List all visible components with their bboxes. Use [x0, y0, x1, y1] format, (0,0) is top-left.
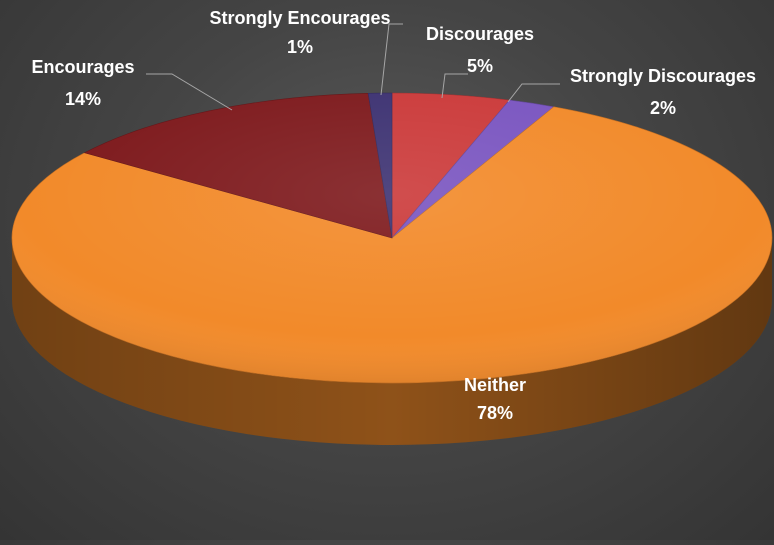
pie-tops — [11, 92, 773, 384]
pie-sides — [12, 238, 772, 445]
leader-line-strongly-encourages — [380, 23, 403, 96]
data-labels: Discourages 5% Strongly Discourages 2% Neith… — [31, 8, 756, 423]
leader-lines — [146, 23, 560, 111]
value-encourages: 14% — [65, 89, 101, 109]
value-discourages: 5% — [467, 56, 493, 76]
label-strongly-discourages: Strongly Discourages — [570, 66, 756, 86]
label-discourages: Discourages — [426, 24, 534, 44]
leader-line-discourages — [441, 73, 468, 99]
pie-side-shading — [12, 238, 772, 445]
pie-top-lighting — [12, 93, 772, 383]
label-strongly-encourages: Strongly Encourages — [209, 8, 390, 28]
value-strongly-discourages: 2% — [650, 98, 676, 118]
value-neither: 78% — [477, 403, 513, 423]
leader-line-strongly-discourages — [507, 83, 560, 103]
label-encourages: Encourages — [31, 57, 134, 77]
label-neither: Neither — [464, 375, 526, 395]
leader-line-encourages — [146, 73, 233, 111]
value-strongly-encourages: 1% — [287, 37, 313, 57]
